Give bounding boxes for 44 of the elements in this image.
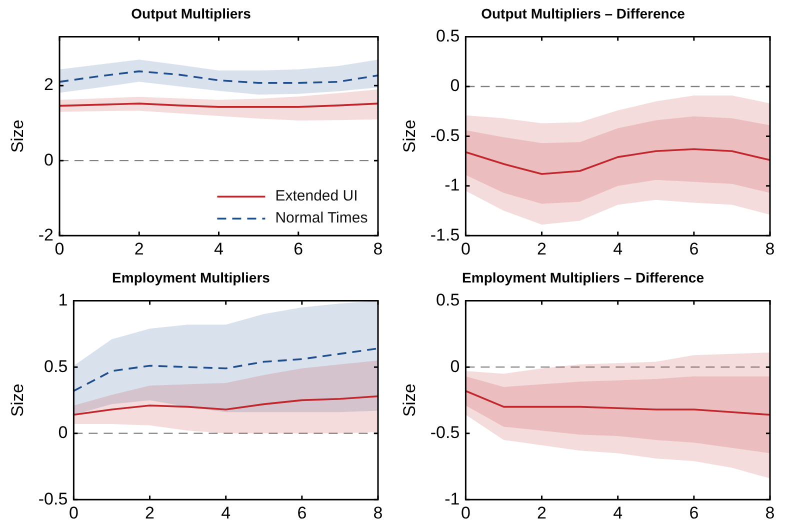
x-tick-label: 6 (689, 503, 699, 522)
chart-title: Output Multipliers – Difference (481, 5, 686, 22)
x-tick-label: 2 (537, 503, 547, 522)
y-tick-label: 0.5 (44, 356, 68, 376)
y-tick-label: 0 (44, 150, 54, 170)
x-tick-label: 6 (294, 239, 304, 258)
y-tick-label: 0.5 (436, 290, 460, 310)
legend-label: Normal Times (275, 210, 368, 227)
y-tick-label: 1 (58, 290, 68, 310)
y-axis-title: Size (8, 384, 27, 417)
y-tick-label: 0.5 (436, 26, 460, 46)
chart-title: Output Multipliers (131, 5, 252, 22)
y-tick-label: -1.5 (430, 225, 460, 244)
y-tick-label: -2 (38, 225, 54, 244)
x-tick-label: 8 (373, 503, 383, 522)
y-tick-label: 0 (58, 423, 68, 442)
x-tick-label: 4 (221, 503, 231, 522)
y-axis-title: Size (8, 120, 27, 153)
x-tick-label: 4 (613, 503, 623, 522)
y-tick-label: -1 (444, 176, 460, 195)
x-tick-label: 4 (613, 239, 623, 258)
y-tick-label: -0.5 (430, 126, 460, 145)
x-tick-label: 6 (689, 239, 699, 258)
y-tick-label: 2 (44, 75, 54, 94)
y-tick-label: 0 (450, 76, 460, 96)
line-series (60, 70, 378, 84)
x-tick-label: 8 (765, 239, 775, 258)
chart-title: Employment Multipliers – Difference (462, 269, 704, 286)
x-tick-label: 6 (297, 503, 307, 522)
chart-title: Employment Multipliers (112, 269, 270, 286)
y-tick-label: 0 (450, 356, 460, 376)
x-tick-label: 2 (145, 503, 155, 522)
x-tick-label: 4 (214, 239, 224, 258)
x-tick-label: 8 (373, 239, 383, 258)
y-tick-label: -0.5 (430, 423, 460, 442)
y-axis-title: Size (400, 120, 419, 153)
line-series (74, 348, 378, 392)
x-tick-label: 2 (134, 239, 144, 258)
x-tick-label: 2 (537, 239, 547, 258)
x-tick-label: 8 (765, 503, 775, 522)
y-tick-label: -0.5 (38, 489, 68, 508)
y-axis-title: Size (400, 384, 419, 417)
legend-label: Extended UI (275, 188, 358, 205)
y-tick-label: -1 (444, 489, 460, 508)
